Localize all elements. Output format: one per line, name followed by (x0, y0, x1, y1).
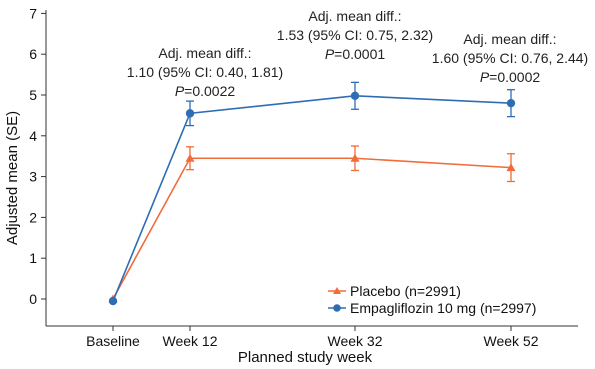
y-tick-label: 1 (29, 250, 37, 266)
data-point (185, 153, 195, 162)
y-tick-label: 2 (29, 209, 37, 225)
annotation-line: 1.53 (95% CI: 0.75, 2.32) (277, 27, 433, 43)
annotation-line: Adj. mean diff.: (463, 31, 556, 47)
y-tick-label: 5 (29, 87, 37, 103)
data-point (506, 98, 516, 108)
data-point (350, 91, 360, 101)
y-tick-label: 3 (29, 169, 37, 185)
series-line (112, 95, 512, 302)
series-placebo (108, 145, 516, 303)
axes: 0 1 2 3 4 5 6 7 Baseline Week 12 Week 32 Week 52 (29, 5, 578, 349)
y-tick-label: 0 (29, 291, 37, 307)
annotation-line: 1.60 (95% CI: 0.76, 2.44) (432, 50, 588, 66)
annotation-line: Adj. mean diff.: (308, 8, 401, 24)
y-axis-label: Adjusted mean (SE) (4, 111, 21, 245)
x-axis-label: Planned study week (238, 349, 373, 366)
data-point (108, 296, 118, 306)
data-point (350, 153, 360, 162)
series-line (112, 157, 512, 300)
y-tick-label: 4 (29, 128, 37, 144)
data-point (185, 109, 195, 118)
annotations: Adj. mean diff.: 1.10 (95% CI: 0.40, 1.81… (127, 8, 588, 99)
annotation-p-value: P=0.0022 (175, 83, 236, 99)
x-tick-label: Week 32 (328, 333, 383, 349)
x-tick-label: Week 52 (484, 333, 539, 349)
annotation-line: 1.10 (95% CI: 0.40, 1.81) (127, 64, 283, 80)
legend-item: Empagliflozin 10 mg (n=2997) (328, 300, 536, 316)
data-point (506, 163, 516, 172)
legend-label: Empagliflozin 10 mg (n=2997) (350, 300, 536, 316)
x-tick-label: Baseline (86, 333, 140, 349)
legend-marker (333, 304, 341, 312)
series-empagliflozin (108, 81, 516, 306)
legend: Placebo (n=2991)Empagliflozin 10 mg (n=2… (328, 283, 536, 316)
annotation-line: Adj. mean diff.: (158, 45, 251, 61)
annotation-p-value: P=0.0001 (325, 46, 386, 62)
y-tick-label: 6 (29, 46, 37, 62)
legend-label: Placebo (n=2991) (350, 283, 461, 299)
annotation-p-value: P=0.0002 (480, 69, 541, 85)
series (108, 81, 516, 306)
legend-marker (333, 287, 341, 294)
y-tick-label: 7 (29, 5, 37, 21)
x-tick-label: Week 12 (163, 333, 218, 349)
legend-item: Placebo (n=2991) (328, 283, 461, 299)
